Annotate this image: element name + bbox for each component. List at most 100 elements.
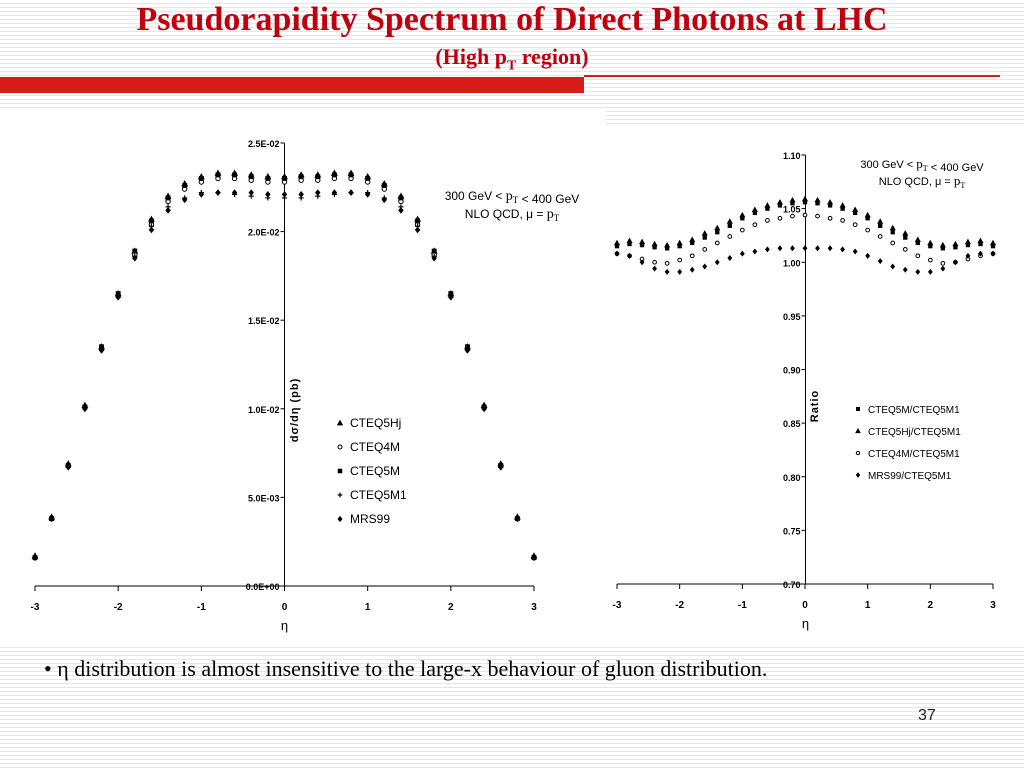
chart0-data-point — [298, 174, 304, 180]
chart1-x-tick-label: 0 — [802, 600, 808, 611]
chart0-data-point — [315, 174, 321, 180]
chart0-data-point — [315, 189, 321, 197]
chart0-data-point — [148, 218, 154, 224]
chart0-annotation-line2-part: NLO QCD, μ = — [465, 207, 547, 221]
chart1-data-point — [701, 230, 708, 236]
chart1-data-point — [852, 206, 859, 212]
slide-subtitle: (High pT region) — [0, 44, 1024, 79]
chart0-data-point — [282, 175, 287, 181]
chart1-data-point — [877, 234, 883, 239]
chart0-legend-label: MRS99 — [350, 512, 390, 526]
chart0-data-point — [215, 189, 221, 197]
chart1-data-point — [676, 239, 683, 246]
chart1-data-point — [765, 218, 770, 223]
chart1-data-point — [651, 240, 658, 247]
chart1-data-point — [726, 218, 733, 224]
slide-title: Pseudorapidity Spectrum of Direct Photon… — [136, 1, 888, 38]
chart0-data-point — [431, 254, 437, 262]
chart1-data-point — [714, 240, 720, 246]
chart0-data-point — [514, 515, 521, 523]
chart0-y-tick-label: 2.5E-02 — [248, 139, 280, 149]
chart1-data-point — [739, 250, 745, 257]
chart1-data-point — [789, 196, 796, 203]
chart1-annotation-line2-sub: T — [960, 181, 965, 190]
chart0-data-point — [65, 463, 71, 471]
chart1-data-point — [626, 237, 633, 244]
chart1-data-point — [613, 239, 621, 246]
chart0-annotation-line1-part: 300 GeV < — [445, 189, 506, 203]
chart1-data-point — [927, 268, 933, 275]
chart1-data-point — [764, 202, 771, 208]
right-chart-panel: -3 -2 -1 0 1 2 3 0.70 0.75 0.80 0.85 0.90 0.95 1.00 1.… — [606, 126, 1024, 647]
chart0-x-tick-label: -3 — [31, 602, 40, 613]
chart0-x-tick-label: 3 — [531, 602, 537, 613]
chart1-y-tick-label: 1.05 — [783, 205, 801, 215]
chart1-legend-label: MRS99/CTEQ5M1 — [868, 471, 952, 482]
chart0-y-tick-label: 0.0E+00 — [246, 582, 280, 592]
chart1-data-point — [652, 259, 657, 265]
chart0-data-point — [348, 172, 354, 178]
chart0-annotation-line2: NLO QCD, μ = pT — [465, 207, 560, 223]
title-red-bar — [0, 77, 584, 93]
chart1-data-point — [914, 236, 921, 242]
chart1-data-point — [864, 211, 871, 218]
chart0-y-axis-label: dσ/dη (pb) — [289, 378, 301, 443]
chart1-data-point — [927, 239, 934, 246]
left-chart-panel: -3 -2 -1 0 1 2 3 0.0E+00 5.0E-03 1.0E-02 1.5E-02 2.… — [0, 110, 606, 647]
chart0-x-tick-label: -1 — [197, 602, 206, 613]
chart1-data-point — [902, 266, 908, 273]
chart1-data-point — [915, 268, 921, 275]
chart1-x-tick-label: 1 — [865, 600, 871, 611]
subtitle-subscript: T — [506, 58, 517, 74]
chart0-legend-marker — [336, 419, 344, 426]
chart0-x-tick-label: 1 — [365, 602, 371, 613]
chart0-series-mrs99 — [32, 189, 537, 562]
chart0-data-point — [148, 226, 155, 234]
chart1-x-tick-label: 3 — [990, 600, 996, 611]
chart1-data-point — [751, 206, 758, 212]
chart0-data-point — [365, 175, 371, 181]
chart0-data-point — [381, 183, 387, 188]
chart0-legend-label: CTEQ4M — [350, 440, 400, 454]
chart1-data-point — [639, 238, 646, 245]
chart1-data-point — [752, 222, 758, 228]
chart1-data-point — [702, 247, 708, 252]
chart1-annotation-line1-part: 300 GeV < — [860, 159, 916, 171]
subtitle-prefix: (High p — [435, 44, 507, 69]
chart0-x-axis-label: η — [281, 618, 288, 633]
bullet-point: • η distribution is almost insensitive t… — [44, 655, 1014, 683]
chart0-data-point — [182, 183, 188, 188]
chart1-x-tick-label: -1 — [738, 600, 747, 611]
chart1-data-point — [878, 223, 883, 228]
chart1-annotation-line2: NLO QCD, μ = pT — [879, 173, 966, 190]
chart1-data-point — [827, 215, 833, 221]
chart1-data-point — [952, 259, 958, 266]
chart0-y-tick-label: 5.0E-03 — [248, 493, 280, 503]
chart1-data-point — [689, 236, 696, 242]
chart1-legend-label: CTEQ5M/CTEQ5M1 — [868, 405, 960, 416]
chart0-data-point — [481, 405, 487, 413]
chart1-annotation-line1-p: p — [916, 156, 923, 171]
chart0-data-point — [398, 206, 404, 214]
chart1-data-point — [802, 245, 808, 252]
chart1-annotation-line1: 300 GeV < pT < 400 GeV — [860, 156, 984, 174]
ratio-chart: -3 -2 -1 0 1 2 3 0.70 0.75 0.80 0.85 0.90 0.95 1.00 1.… — [613, 151, 997, 631]
chart1-x-tick-label: 2 — [928, 600, 934, 611]
chart0-y-tick-label: 2.0E-02 — [248, 228, 280, 238]
subtitle-suffix: region) — [516, 44, 589, 69]
chart1-data-point — [790, 213, 795, 219]
chart1-data-point — [802, 212, 808, 218]
chart1-data-point — [764, 246, 770, 253]
chart1-data-point — [877, 258, 883, 265]
pseudorapidity-spectrum-chart: -3 -2 -1 0 1 2 3 0.0E+00 5.0E-03 1.0E-02 1.5E-02 2.… — [31, 139, 580, 633]
chart1-data-point — [639, 259, 645, 266]
chart0-data-point — [414, 226, 421, 234]
chart1-x-tick-label: -2 — [675, 600, 684, 611]
chart0-data-point — [398, 195, 404, 201]
chart1-legend-marker — [855, 427, 861, 434]
chart0-legend-label: CTEQ5M — [350, 464, 400, 478]
chart0-data-point — [181, 196, 188, 204]
chart0-data-point — [298, 190, 304, 198]
chart0-data-point — [132, 254, 138, 262]
chart0-data-point — [82, 405, 88, 413]
